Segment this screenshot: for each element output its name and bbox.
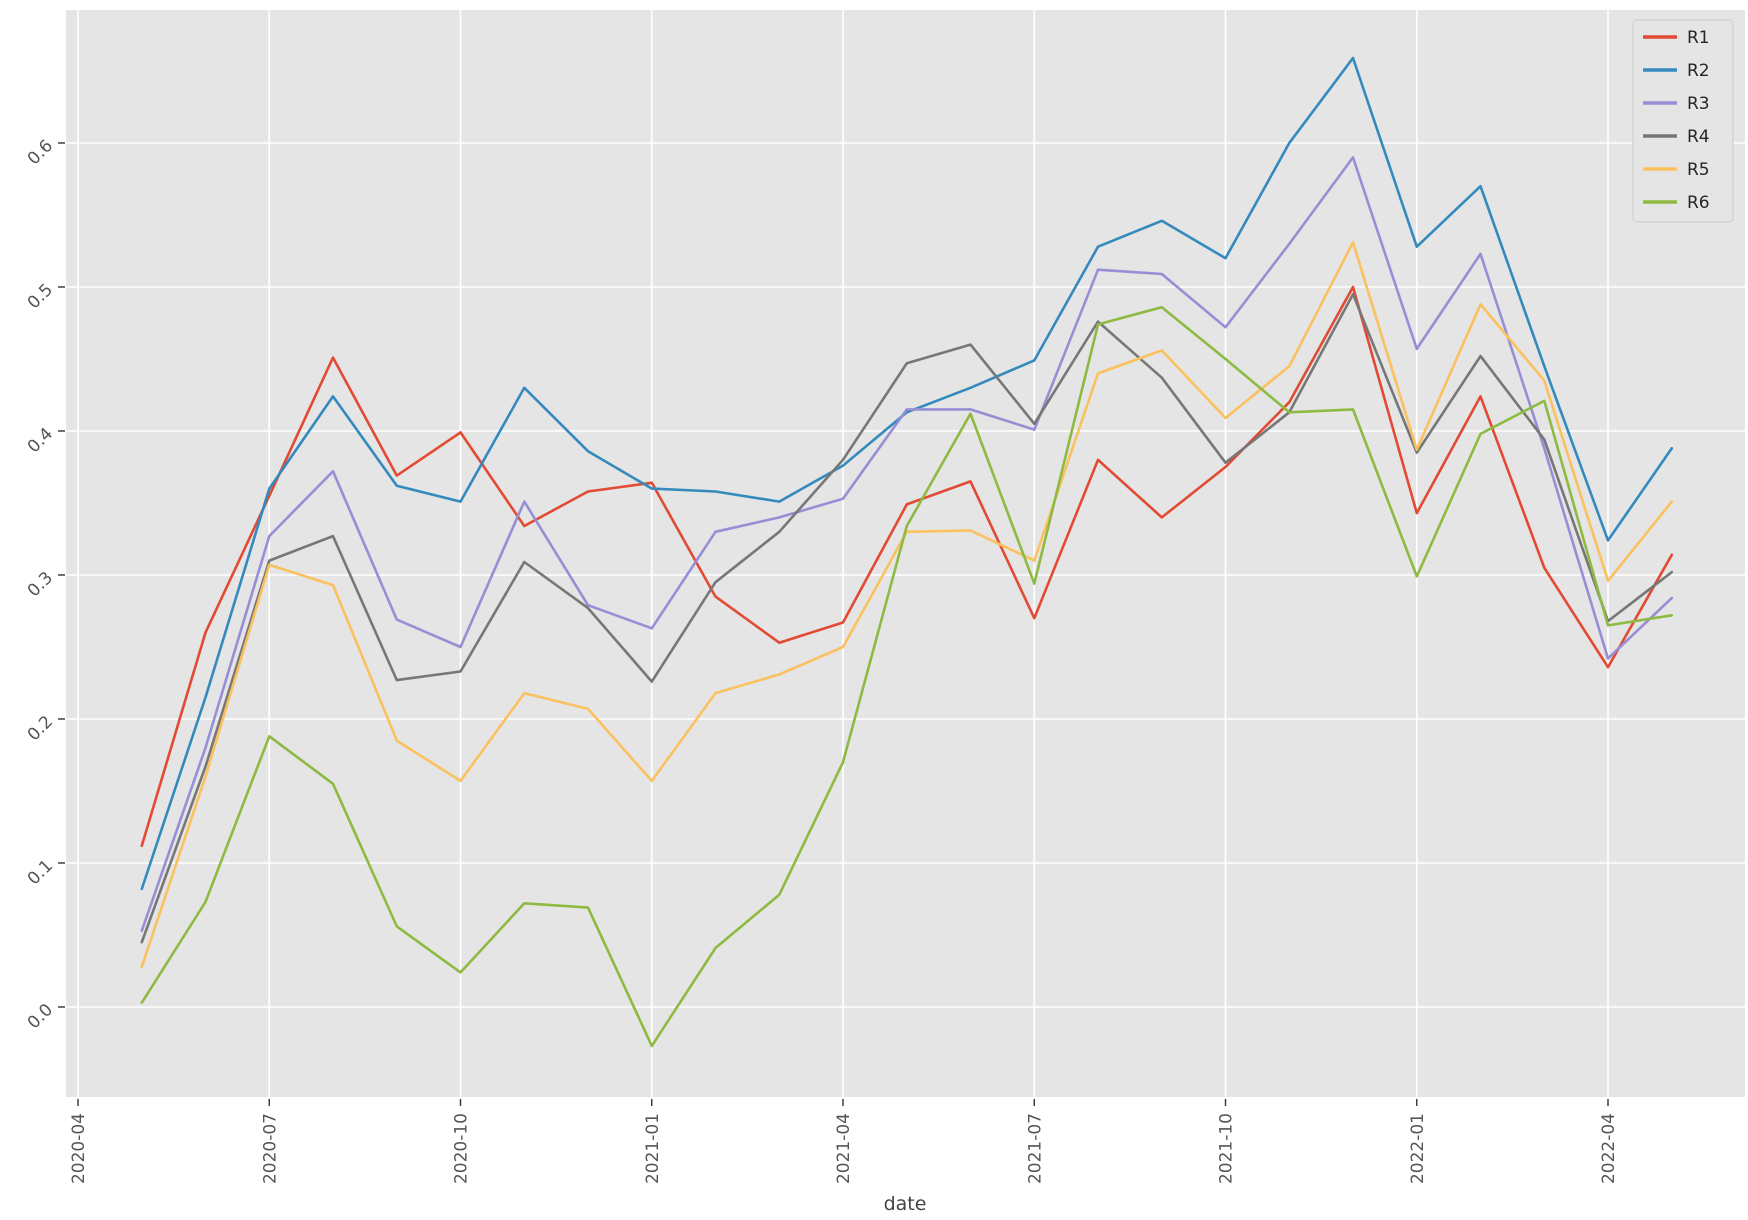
legend-label: R5 — [1687, 160, 1710, 180]
legend-item-R3: R3 — [1643, 94, 1710, 114]
y-tick-labels: 0.0 0.1 0.2 0.3 0.4 0.5 0.6 — [24, 136, 57, 1033]
y-tick-label: 0.2 — [24, 712, 57, 745]
series-line-R6 — [140, 305, 1674, 1048]
legend-item-R2: R2 — [1643, 61, 1710, 81]
x-axis-title: date — [884, 1193, 927, 1215]
y-tick-label: 0.3 — [24, 568, 57, 601]
series-lines — [140, 56, 1674, 1048]
x-tick-label: 2022-04 — [1599, 1113, 1619, 1184]
y-tick-label: 0.4 — [24, 424, 57, 457]
x-tick-label: 2020-07 — [260, 1113, 280, 1184]
legend-label: R6 — [1687, 193, 1710, 213]
x-tick-labels: 2020-04 2020-07 2020-10 2021-01 2021-04 2021-… — [69, 1113, 1619, 1184]
legend-item-R6: R6 — [1643, 193, 1710, 213]
y-tick-label: 0.6 — [24, 136, 57, 169]
legend: R1 R2 R3 R4 R5 R6 — [1632, 19, 1734, 223]
y-tick-label: 0.0 — [24, 1000, 57, 1033]
series-line-R1 — [140, 285, 1674, 848]
legend-item-R5: R5 — [1643, 160, 1710, 180]
x-tick-label: 2021-10 — [1217, 1113, 1237, 1184]
gridlines — [66, 10, 1745, 1097]
x-tick-label: 2020-10 — [452, 1113, 472, 1184]
x-tick-label: 2021-01 — [643, 1113, 663, 1184]
y-tick-label: 0.5 — [24, 280, 57, 313]
legend-item-R4: R4 — [1643, 127, 1710, 147]
x-tick-label: 2021-04 — [834, 1113, 854, 1184]
legend-box — [1632, 19, 1734, 223]
x-tick-label: 2020-04 — [69, 1113, 89, 1184]
series-line-R5 — [140, 241, 1674, 969]
plot-area — [66, 10, 1745, 1097]
legend-item-R1: R1 — [1643, 28, 1710, 48]
series-line-R4 — [140, 292, 1674, 944]
legend-label: R3 — [1687, 94, 1710, 114]
legend-label: R2 — [1687, 61, 1710, 81]
x-tick-label: 2022-01 — [1408, 1113, 1428, 1184]
series-line-R2 — [140, 56, 1674, 891]
legend-label: R1 — [1687, 28, 1710, 48]
legend-label: R4 — [1687, 127, 1710, 147]
x-tick-label: 2021-07 — [1025, 1113, 1045, 1184]
y-tick-label: 0.1 — [24, 856, 57, 889]
series-line-R3 — [140, 156, 1674, 933]
tick-marks — [58, 142, 1609, 1106]
